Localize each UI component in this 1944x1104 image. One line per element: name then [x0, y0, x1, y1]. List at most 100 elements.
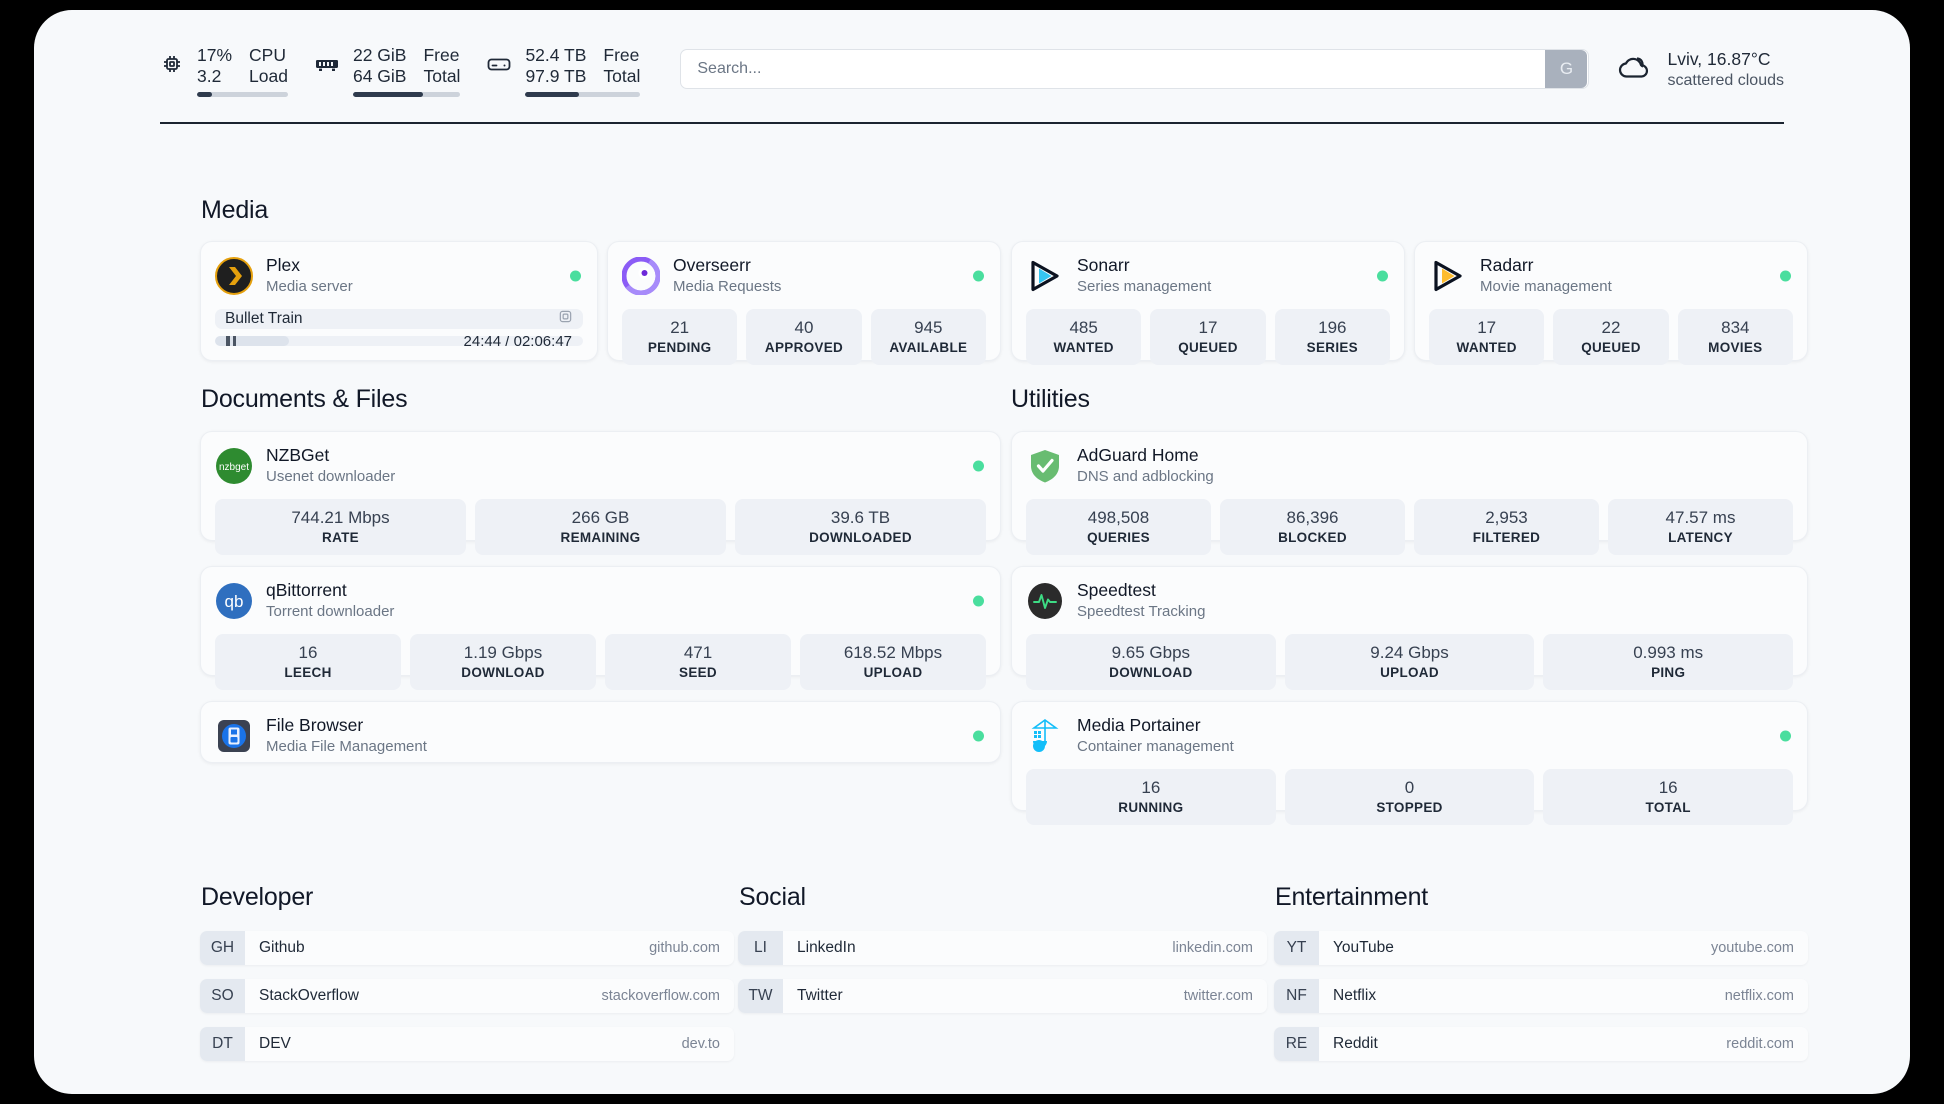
radarr-stats: 17 WANTED 22 QUEUED 834 MOVIES: [1429, 309, 1793, 365]
pause-icon[interactable]: [226, 336, 236, 346]
bookmark-name: DEV: [259, 1035, 291, 1052]
bookmark-github[interactable]: GH Github github.com: [200, 931, 734, 965]
stat-pill: 2,953 FILTERED: [1414, 499, 1599, 555]
stat-value: 17: [1477, 318, 1497, 337]
stat-value: 9.24 Gbps: [1370, 643, 1449, 662]
bookmark-url: youtube.com: [1710, 940, 1794, 956]
bookmark-url: linkedin.com: [1172, 940, 1253, 956]
bookmark-dev[interactable]: DT DEV dev.to: [200, 1027, 734, 1061]
portainer-icon: [1026, 717, 1064, 755]
stat-pill: 744.21 Mbps RATE: [215, 499, 466, 555]
section-title-developer: Developer: [201, 883, 314, 911]
stat-pill: 0 STOPPED: [1284, 769, 1535, 825]
stat-label: RUNNING: [1118, 800, 1184, 815]
plex-subtitle: Media server: [266, 278, 353, 295]
bookmark-name: Reddit: [1333, 1035, 1378, 1052]
overseerr-stats: 21 PENDING 40 APPROVED 945 AVAILABLE: [622, 309, 986, 365]
ram-label-top: Free: [423, 44, 460, 65]
search-area: G: [680, 49, 1590, 89]
bookmark-linkedin[interactable]: LI LinkedIn linkedin.com: [738, 931, 1267, 965]
adguard-subtitle: DNS and adblocking: [1077, 468, 1214, 485]
stat-pill: 196 SERIES: [1274, 309, 1390, 365]
stat-value: 86,396: [1286, 508, 1339, 527]
sonarr-title: Sonarr: [1077, 255, 1130, 275]
disk-stat-group: 52.4 TB Free 97.9 TB Total: [486, 42, 641, 97]
stat-value: 9.65 Gbps: [1111, 643, 1191, 662]
sonarr-icon: [1026, 257, 1064, 295]
stat-pill: 9.65 Gbps DOWNLOAD: [1026, 634, 1276, 690]
stat-label: BLOCKED: [1278, 530, 1347, 545]
plex-title: Plex: [266, 255, 301, 275]
cpu-progress-bar: [197, 91, 288, 97]
stat-label: DOWNLOAD: [461, 665, 545, 680]
stat-label: PENDING: [647, 340, 712, 355]
disk-label-top: Free: [603, 44, 640, 65]
stat-pill: 39.6 TB DOWNLOADED: [735, 499, 986, 555]
bookmark-badge: NF: [1274, 979, 1319, 1013]
stat-pill: 16 RUNNING: [1026, 769, 1276, 825]
stat-pill: 16 LEECH: [215, 634, 401, 690]
stat-pill: 86,396 BLOCKED: [1220, 499, 1405, 555]
ram-label-bottom: Total: [423, 65, 461, 86]
disk-label-bottom: Total: [603, 65, 641, 86]
bookmark-youtube[interactable]: YT YouTube youtube.com: [1274, 931, 1808, 965]
stat-value: 1.19 Gbps: [463, 643, 543, 662]
stat-label: DOWNLOAD: [1109, 665, 1193, 680]
qbittorrent-icon: qb: [215, 582, 253, 620]
service-card-sonarr[interactable]: Sonarr Series management 485 WANTED 17 Q…: [1011, 241, 1405, 365]
service-card-radarr[interactable]: Radarr Movie management 17 WANTED 22 QUE…: [1414, 241, 1808, 365]
stat-label: AVAILABLE: [889, 340, 968, 355]
bookmark-badge: YT: [1274, 931, 1319, 965]
sonarr-subtitle: Series management: [1077, 278, 1212, 295]
service-card-media-portainer[interactable]: Media Portainer Container management 16 …: [1011, 701, 1808, 825]
stat-value: 47.57 ms: [1665, 508, 1736, 527]
stat-value: 39.6 TB: [830, 508, 891, 527]
bookmark-stackoverflow[interactable]: SO StackOverflow stackoverflow.com: [200, 979, 734, 1013]
search-engine-button[interactable]: G: [1545, 50, 1588, 88]
service-card-qbittorrent[interactable]: qb qBittorrent Torrent downloader 16 LEE…: [200, 566, 1001, 690]
bookmark-badge: RE: [1274, 1027, 1319, 1061]
plex-progress-bar[interactable]: 24:44 / 02:06:47: [215, 336, 583, 346]
svg-text:qb: qb: [225, 592, 244, 611]
search-input[interactable]: [681, 60, 1546, 78]
service-card-plex[interactable]: Plex Media server Bullet Train 24:44 / 0…: [200, 241, 598, 361]
service-card-overseerr[interactable]: Overseerr Media Requests 21 PENDING 40 A…: [607, 241, 1001, 365]
overseerr-subtitle: Media Requests: [673, 278, 782, 295]
service-card-adguard-home[interactable]: AdGuard Home DNS and adblocking 498,508 …: [1011, 431, 1808, 555]
bookmark-reddit[interactable]: RE Reddit reddit.com: [1274, 1027, 1808, 1061]
bookmark-name: Github: [259, 939, 305, 956]
radarr-icon: [1429, 257, 1467, 295]
search-box[interactable]: G: [680, 49, 1590, 89]
bookmark-badge: GH: [200, 931, 245, 965]
nzbget-title: NZBGet: [266, 445, 330, 465]
bookmark-name: LinkedIn: [797, 939, 856, 956]
cpu-percent: 17%: [197, 44, 233, 65]
bookmark-badge: TW: [738, 979, 783, 1013]
stat-value: 16: [298, 643, 318, 662]
stat-label: LATENCY: [1668, 530, 1733, 545]
stat-pill: 40 APPROVED: [746, 309, 862, 365]
speedtest-stats: 9.65 Gbps DOWNLOAD 9.24 Gbps UPLOAD 0.99…: [1026, 634, 1794, 690]
plex-icon: [215, 257, 253, 295]
service-card-speedtest[interactable]: Speedtest Speedtest Tracking 9.65 Gbps D…: [1011, 566, 1808, 690]
bookmark-name: StackOverflow: [259, 987, 359, 1004]
bookmark-badge: DT: [200, 1027, 245, 1061]
ram-total-value: 64 GiB: [352, 65, 407, 86]
service-card-nzbget[interactable]: nzbget NZBGet Usenet downloader 744.21 M…: [200, 431, 1001, 555]
overseerr-status-dot: [973, 270, 984, 282]
bookmark-netflix[interactable]: NF Netflix netflix.com: [1274, 979, 1808, 1013]
bookmark-twitter[interactable]: TW Twitter twitter.com: [738, 979, 1267, 1013]
stat-label: MOVIES: [1708, 340, 1763, 355]
portainer-stats: 16 RUNNING 0 STOPPED 16 TOTAL: [1026, 769, 1794, 825]
bookmark-url: dev.to: [681, 1036, 720, 1052]
stat-pill: 498,508 QUERIES: [1026, 499, 1211, 555]
stat-label: QUEUED: [1581, 340, 1641, 355]
stat-pill: 485 WANTED: [1026, 309, 1142, 365]
stat-label: UPLOAD: [1380, 665, 1439, 680]
ram-stat-group: 22 GiB Free 64 GiB Total: [314, 42, 461, 97]
service-card-file-browser[interactable]: File Browser Media File Management: [200, 701, 1001, 763]
plex-media-title: Bullet Train: [225, 310, 303, 327]
qbittorrent-title: qBittorrent: [266, 580, 347, 600]
stat-label: LEECH: [284, 665, 332, 680]
header-divider: [160, 122, 1784, 124]
